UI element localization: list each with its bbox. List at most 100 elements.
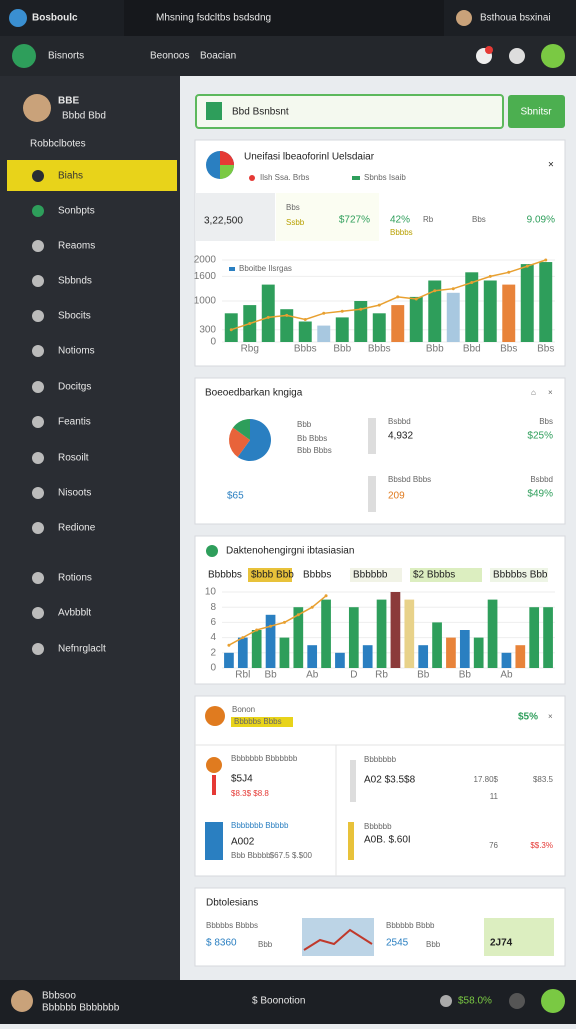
menu-icon [32,170,44,182]
item-cell: 11 [490,792,499,801]
bar [298,321,312,342]
menu-item[interactable]: Docitgs [58,382,91,393]
bar [317,325,331,342]
menu-item[interactable]: Sonbpts [58,206,95,217]
settings[interactable] [509,48,525,64]
menu-item[interactable]: Avbbblt [58,608,91,619]
item-value: A002 [231,837,255,848]
line-point [507,270,511,274]
item-cell: 76 [489,841,498,850]
menu-item[interactable]: Redione [58,523,96,534]
decoration [249,175,255,181]
decoration [220,165,234,179]
close[interactable]: × [548,712,553,721]
search-button[interactable] [508,95,565,128]
item-value: A02 $3.5$8 [364,775,416,786]
menu-item[interactable]: Rosoilt [58,453,89,464]
pie-legend: Bbb Bbbs [297,446,332,455]
decoration [229,267,235,271]
chart-legend: Bboitbe Ilsrgas [239,264,292,273]
summary-value: 2545 [386,938,409,949]
chip[interactable] [490,568,548,582]
y-tick-label: 4 [210,632,216,643]
header-link[interactable]: Beonoos [150,51,189,62]
line-point [324,594,328,598]
line-point [470,281,474,285]
search-box[interactable] [195,94,504,129]
stat-value: 9.09% [527,215,555,226]
stat-value: $25% [527,431,553,442]
bar [391,305,405,342]
user: Bsthoua bsxinai [480,13,551,24]
chip[interactable] [350,568,402,582]
bar [432,622,442,668]
user-name: BBE [58,96,79,107]
bar [404,599,415,668]
bar [515,645,526,668]
menu-item[interactable]: Nisoots [58,488,91,499]
footer-role: Bbbbbb Bbbbbbb [42,1003,120,1014]
menu-item[interactable]: Sbbnds [58,276,92,287]
section: Robbclbotes [30,139,86,150]
summary-value: $ 8360 [206,938,237,949]
close[interactable]: × [548,388,553,397]
stat-value: 209 [388,491,405,502]
bar [501,652,512,668]
item-value: $5J4 [231,774,253,785]
line-point [296,613,300,617]
legend-label: Sbnbs Isaib [364,173,406,182]
bar [520,264,534,342]
bar [459,630,470,668]
menu-item[interactable]: Biahs [58,171,83,182]
bar [335,652,345,668]
y-tick-label: 6 [210,617,216,628]
profile[interactable] [541,44,565,68]
search-placeholder: Bbd Bsnbsnt [232,107,289,118]
menu-icon [32,381,44,393]
card-title: Uneifasi lbeaoforinl Uelsdaiar [244,152,375,163]
header-link[interactable]: Boacian [200,51,236,62]
menu-item[interactable]: Notioms [58,346,95,357]
decoration [303,928,373,951]
chip[interactable] [248,568,292,582]
menu-item[interactable]: Sbocits [58,311,91,322]
decoration [368,476,376,512]
y-tick-label: 2000 [194,255,217,266]
menu-item[interactable]: Nefnrglaclt [58,644,106,655]
bar [376,599,387,668]
summary-label: Bbbbbs Bbbbs [206,921,258,930]
line-point [282,620,286,624]
bar [390,592,401,668]
stat-cell [195,193,275,241]
item-extra: $67.5 $.$00 [270,851,313,860]
avatar [11,990,33,1012]
action[interactable] [541,989,565,1013]
menu-item[interactable]: Rotions [58,573,92,584]
bar [293,607,304,668]
stat-label: Bbsbd Bbbs [388,475,431,484]
bar [354,301,368,342]
stat-value: $727% [339,215,370,226]
bar [473,637,484,668]
menu-item[interactable]: Reaoms [58,241,95,252]
header-title: Bisnorts [48,51,84,62]
stat-value: $49% [527,489,553,500]
item-label: Bbbbbbb Bbbbbbb [231,754,298,763]
line-point [451,287,455,291]
menu-item[interactable]: Feantis [58,417,91,428]
decoration [231,717,293,727]
line-point [227,643,231,647]
bar [307,645,318,668]
chip[interactable] [300,568,342,582]
chip[interactable] [410,568,482,582]
y-tick-label: 1000 [194,296,217,307]
search-field[interactable] [124,0,444,36]
stat-cell [276,193,379,241]
card-title: Daktenohengirgni ibtasiasian [226,546,354,557]
close[interactable]: × [548,160,554,171]
bar [483,280,497,342]
chip[interactable] [205,568,241,582]
menu-icon [32,452,44,464]
y-tick-label: 0 [210,663,216,674]
